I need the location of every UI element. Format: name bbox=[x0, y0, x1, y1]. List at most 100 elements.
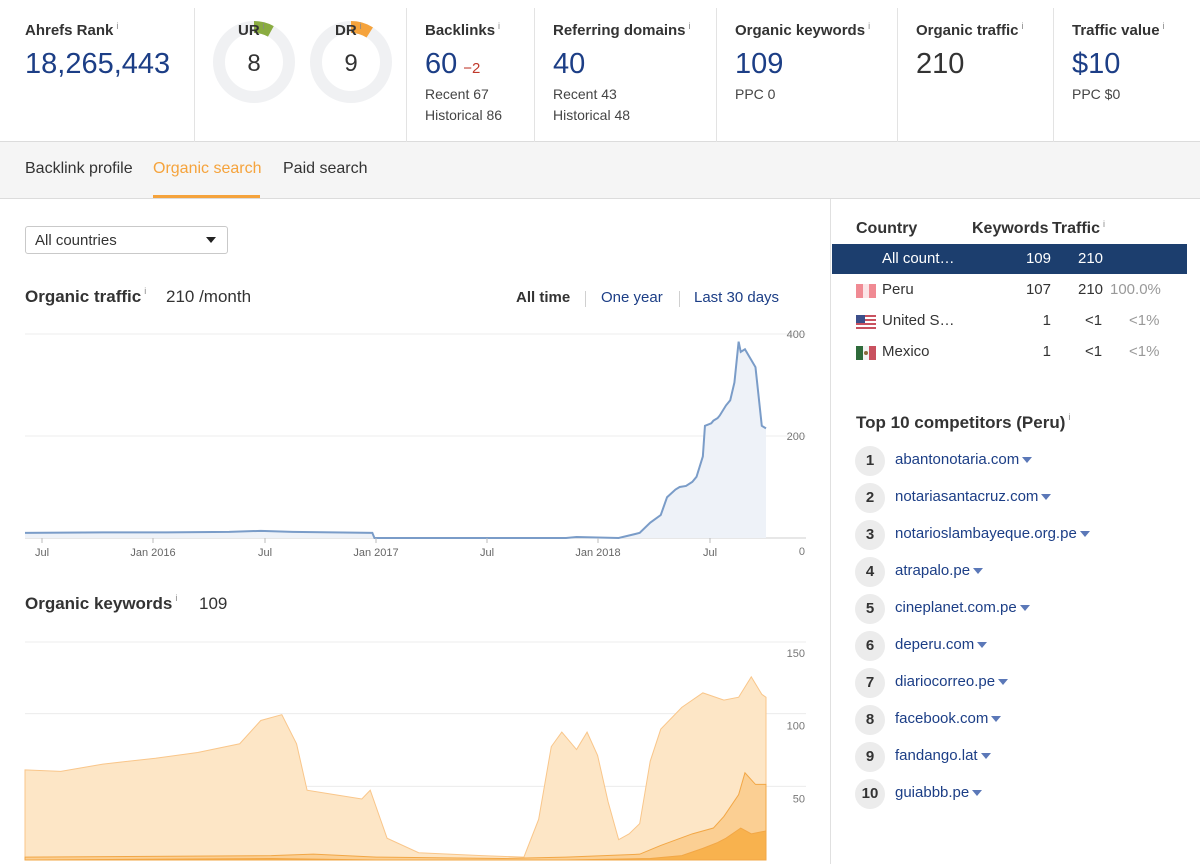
dropdown-arrow-icon[interactable] bbox=[991, 716, 1002, 723]
country-name: Mexico bbox=[882, 343, 930, 360]
dropdown-arrow-icon[interactable] bbox=[1019, 605, 1030, 612]
range-separator bbox=[585, 291, 586, 307]
country-dropdown[interactable]: All countries bbox=[25, 226, 228, 254]
traffic-column-header[interactable]: Traffic bbox=[1052, 220, 1101, 237]
competitor-item: 10 guiabbb.pe bbox=[855, 779, 1175, 809]
organic-traffic-metric: Organic traffic i 210 bbox=[899, 8, 1054, 142]
tab-organic-search[interactable]: Organic search bbox=[153, 160, 262, 177]
country-name: United S… bbox=[882, 312, 955, 329]
info-icon[interactable]: i bbox=[359, 21, 362, 31]
competitor-link[interactable]: guiabbb.pe bbox=[895, 784, 983, 801]
gauge-fill bbox=[253, 21, 274, 37]
traffic-area bbox=[25, 341, 766, 538]
dropdown-arrow-icon[interactable] bbox=[998, 679, 1009, 686]
info-icon[interactable]: i bbox=[1021, 21, 1024, 31]
info-icon[interactable]: i bbox=[688, 21, 691, 31]
organic-keywords-value[interactable]: 109 bbox=[735, 48, 784, 80]
competitors-title: Top 10 competitors (Peru) bbox=[856, 413, 1066, 432]
country-keywords: 1 bbox=[1042, 312, 1051, 329]
competitor-link[interactable]: abantonotaria.com bbox=[895, 451, 1033, 468]
competitor-link[interactable]: cineplanet.com.pe bbox=[895, 599, 1030, 616]
competitor-link[interactable]: facebook.com bbox=[895, 710, 1002, 727]
info-icon[interactable]: i bbox=[868, 21, 871, 31]
tab-backlink-profile[interactable]: Backlink profile bbox=[25, 160, 133, 177]
competitor-link[interactable]: diariocorreo.pe bbox=[895, 673, 1009, 690]
competitor-domain[interactable]: facebook.com bbox=[895, 710, 989, 727]
competitor-link[interactable]: notarioslambayeque.org.pe bbox=[895, 525, 1090, 542]
organic-traffic-value: 210 bbox=[916, 48, 965, 80]
referring-domains-value[interactable]: 40 bbox=[553, 48, 586, 80]
dropdown-arrow-icon[interactable] bbox=[1079, 531, 1090, 538]
competitor-domain[interactable]: cineplanet.com.pe bbox=[895, 599, 1017, 616]
info-icon[interactable]: i bbox=[262, 21, 265, 31]
traffic-value-ppc: PPC $0 bbox=[1072, 86, 1121, 102]
dr-label: DR bbox=[335, 22, 357, 39]
competitor-domain[interactable]: guiabbb.pe bbox=[895, 784, 970, 801]
competitor-domain[interactable]: notarioslambayeque.org.pe bbox=[895, 525, 1077, 542]
country-row-united-states[interactable]: United S… 1 <1 <1% bbox=[832, 306, 1187, 336]
range-all-time[interactable]: All time bbox=[516, 289, 571, 306]
competitor-link[interactable]: deperu.com bbox=[895, 636, 988, 653]
competitor-rank: 9 bbox=[855, 742, 885, 772]
info-icon[interactable]: i bbox=[144, 286, 147, 296]
country-row-all[interactable]: All count… 109 210 bbox=[832, 244, 1187, 274]
country-column-header: Country bbox=[856, 220, 918, 237]
competitor-link[interactable]: atrapalo.pe bbox=[895, 562, 984, 579]
x-tick-label: Jul bbox=[703, 547, 717, 559]
ur-gauge bbox=[213, 21, 295, 103]
info-icon[interactable]: i bbox=[1068, 412, 1071, 422]
competitor-rank: 1 bbox=[855, 446, 885, 476]
country-traffic: 210 bbox=[1078, 250, 1104, 267]
country-traffic: <1 bbox=[1085, 343, 1103, 360]
competitor-domain[interactable]: diariocorreo.pe bbox=[895, 673, 996, 690]
caret-down-icon bbox=[206, 237, 216, 243]
info-icon[interactable]: i bbox=[1103, 219, 1106, 229]
dropdown-arrow-icon[interactable] bbox=[1022, 457, 1033, 464]
country-traffic: <1 bbox=[1085, 312, 1103, 329]
usa-flag-icon bbox=[856, 315, 876, 329]
competitor-domain[interactable]: atrapalo.pe bbox=[895, 562, 971, 579]
dropdown-arrow-icon[interactable] bbox=[972, 790, 983, 797]
peru-flag-icon bbox=[856, 284, 876, 298]
dropdown-arrow-icon[interactable] bbox=[980, 753, 991, 760]
organic-keywords-chart[interactable]: 150 100 50 bbox=[0, 630, 830, 864]
range-one-year[interactable]: One year bbox=[601, 289, 663, 306]
dropdown-arrow-icon[interactable] bbox=[1041, 494, 1052, 501]
ur-value: 8 bbox=[247, 50, 261, 77]
traffic-value-label: Traffic value bbox=[1072, 22, 1160, 39]
organic-keywords-ppc: PPC 0 bbox=[735, 86, 776, 102]
ur-dr-metric: UR i 8 DR i 9 bbox=[196, 8, 407, 142]
keywords-column-header[interactable]: Keywords bbox=[972, 220, 1049, 237]
competitor-link[interactable]: fandango.lat bbox=[895, 747, 991, 764]
country-row-peru[interactable]: Peru 107 210 100.0% bbox=[832, 275, 1187, 305]
info-icon[interactable]: i bbox=[175, 593, 178, 603]
range-last-30-days[interactable]: Last 30 days bbox=[694, 289, 780, 306]
backlinks-metric: Backlinks i 60 −2 Recent 67 Historical 86 bbox=[408, 8, 535, 142]
dropdown-arrow-icon[interactable] bbox=[973, 568, 984, 575]
competitor-domain[interactable]: abantonotaria.com bbox=[895, 451, 1020, 468]
x-tick-label: Jul bbox=[258, 547, 272, 559]
ahrefs-rank-value: 18,265,443 bbox=[25, 48, 171, 80]
info-icon[interactable]: i bbox=[498, 21, 501, 31]
info-icon[interactable]: i bbox=[1162, 21, 1165, 31]
competitor-domain[interactable]: deperu.com bbox=[895, 636, 975, 653]
organic-keywords-chart-value: 109 bbox=[199, 594, 228, 613]
x-tick-label: Jul bbox=[35, 547, 49, 559]
ahrefs-rank-label: Ahrefs Rank bbox=[25, 22, 114, 39]
organic-traffic-chart[interactable]: 400 200 0 Jul Jan 2016 Jul Jan 2017 Jul Jan 2018… bbox=[0, 320, 830, 565]
mexico-flag-icon bbox=[856, 346, 876, 360]
tab-paid-search[interactable]: Paid search bbox=[283, 160, 368, 177]
referring-domains-historical: Historical 48 bbox=[553, 107, 631, 123]
keywords-area-series-2 bbox=[24, 771, 767, 861]
backlinks-delta: −2 bbox=[463, 60, 481, 77]
competitor-item: 5 cineplanet.com.pe bbox=[855, 594, 1175, 624]
competitor-domain[interactable]: notariasantacruz.com bbox=[895, 488, 1039, 505]
backlinks-value[interactable]: 60 bbox=[425, 48, 458, 80]
competitor-item: 1 abantonotaria.com bbox=[855, 446, 1175, 476]
dropdown-arrow-icon[interactable] bbox=[977, 642, 988, 649]
competitor-domain[interactable]: fandango.lat bbox=[895, 747, 978, 764]
info-icon[interactable]: i bbox=[116, 21, 119, 31]
country-traffic-share: 100.0% bbox=[1110, 281, 1161, 298]
country-row-mexico[interactable]: Mexico 1 <1 <1% bbox=[832, 337, 1187, 367]
competitor-link[interactable]: notariasantacruz.com bbox=[895, 488, 1052, 505]
